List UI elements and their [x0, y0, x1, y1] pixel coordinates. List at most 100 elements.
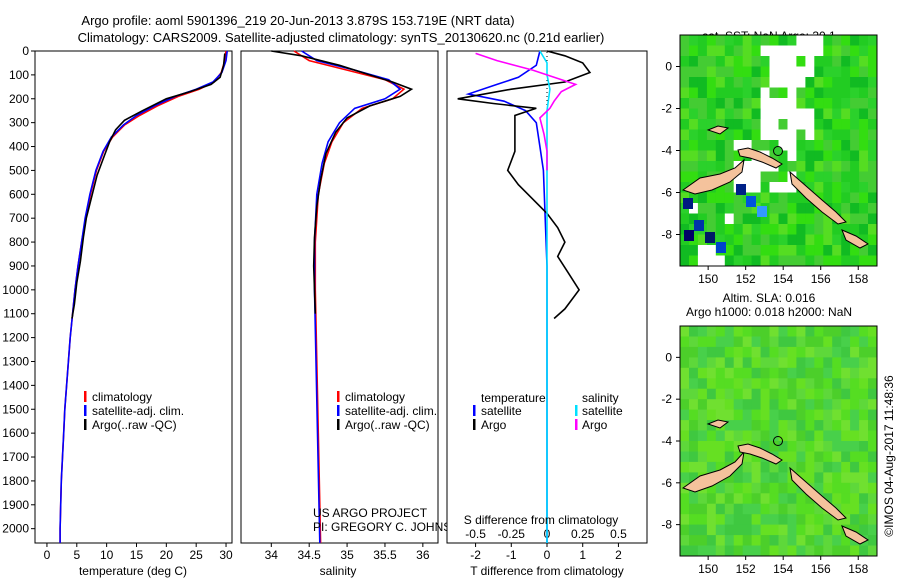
map-cell [841, 388, 851, 400]
map-cell [796, 514, 806, 526]
map-cell [715, 77, 726, 88]
map-cell [787, 409, 797, 421]
map-cell [697, 461, 708, 473]
map-cell [689, 255, 699, 267]
salinity-tick-label: 36 [416, 548, 430, 562]
map-cell [751, 388, 761, 400]
map-cell [760, 171, 770, 183]
map-cell [868, 171, 878, 183]
map-cell [823, 420, 833, 431]
map-cell [859, 35, 869, 46]
map-cell [859, 98, 869, 109]
map-cell [769, 150, 779, 162]
map-cell [680, 171, 690, 183]
map-cell [689, 129, 699, 141]
map-cell [751, 245, 761, 256]
map-cell [715, 482, 726, 494]
map-cell [814, 35, 824, 46]
map-cell [796, 346, 806, 358]
map-cell [796, 45, 806, 57]
map-cell [787, 77, 797, 88]
difference-series [457, 50, 592, 543]
map-cell [796, 399, 806, 411]
map-cell [850, 451, 860, 463]
map-cell [715, 56, 726, 67]
map-cell [706, 87, 717, 99]
map-cell [751, 224, 761, 235]
map-cell [769, 524, 779, 536]
map-cell [724, 224, 735, 235]
depth-tick-label: 1800 [2, 474, 29, 488]
map-cell [850, 150, 860, 162]
map-cell [796, 87, 806, 99]
map-cell [742, 129, 753, 141]
map-cell [841, 45, 851, 57]
map-cell [757, 206, 767, 217]
map-cell [778, 98, 788, 109]
map-cell [832, 161, 842, 172]
temperature-tick-label: 10 [100, 548, 114, 562]
map-cell [733, 213, 744, 225]
map-cell [778, 213, 788, 225]
map-cell [706, 461, 717, 473]
map-cell [823, 234, 833, 246]
map-cell [769, 45, 779, 57]
map-cell [832, 409, 842, 421]
map-cell [697, 35, 708, 46]
map-cell [796, 66, 806, 78]
map-cell [715, 493, 726, 505]
map-cell [850, 224, 860, 235]
map-cell [751, 182, 761, 193]
map-cell [841, 493, 851, 505]
map-cell [796, 234, 806, 246]
new-guinea-coast [681, 450, 745, 493]
map-cell [796, 245, 806, 256]
map-cell [859, 430, 869, 442]
map-cell [778, 503, 788, 515]
map-cell [706, 66, 717, 78]
depth-tick-label: 1900 [2, 498, 29, 512]
map-cell [868, 461, 878, 473]
map-cell [868, 388, 878, 400]
map-cell [823, 378, 833, 390]
map-cell [805, 182, 815, 193]
map-cell [832, 245, 842, 256]
map-cell [832, 98, 842, 109]
map-cell [742, 503, 753, 515]
map-cell [859, 245, 869, 256]
map-cell [697, 399, 708, 411]
map-cell [796, 150, 806, 162]
map-cell [697, 203, 708, 214]
map-cell [787, 441, 797, 452]
map-cell [805, 213, 815, 225]
map-cell [724, 545, 735, 557]
map-cell [859, 119, 869, 130]
map-cell [868, 119, 878, 130]
map-cell [850, 388, 860, 400]
map-cell [787, 399, 797, 411]
map-cell [778, 524, 788, 536]
map-cell [706, 224, 717, 235]
map-cell [689, 451, 699, 463]
map-lon-tick-label: 154 [773, 562, 793, 576]
map-cell [814, 161, 824, 172]
map-cell [796, 224, 806, 235]
map-cell [778, 245, 788, 256]
map-cell [805, 388, 815, 400]
map-cell [706, 336, 717, 348]
map-cell [787, 245, 797, 256]
title-line-2: Climatology: CARS2009. Satellite-adjuste… [78, 30, 605, 45]
map-cell [680, 140, 690, 151]
map-cell [814, 441, 824, 452]
map-cell [868, 45, 878, 57]
map-cell [823, 430, 833, 442]
map-cell [859, 441, 869, 452]
map-cell [868, 378, 878, 390]
map-cell [868, 234, 878, 246]
map-cell [751, 535, 761, 546]
map-lon-tick-label: 156 [811, 272, 831, 286]
map-cell [769, 192, 779, 204]
map-cell [706, 545, 717, 557]
s-difference-xlabel: S difference from climatology [464, 513, 619, 527]
